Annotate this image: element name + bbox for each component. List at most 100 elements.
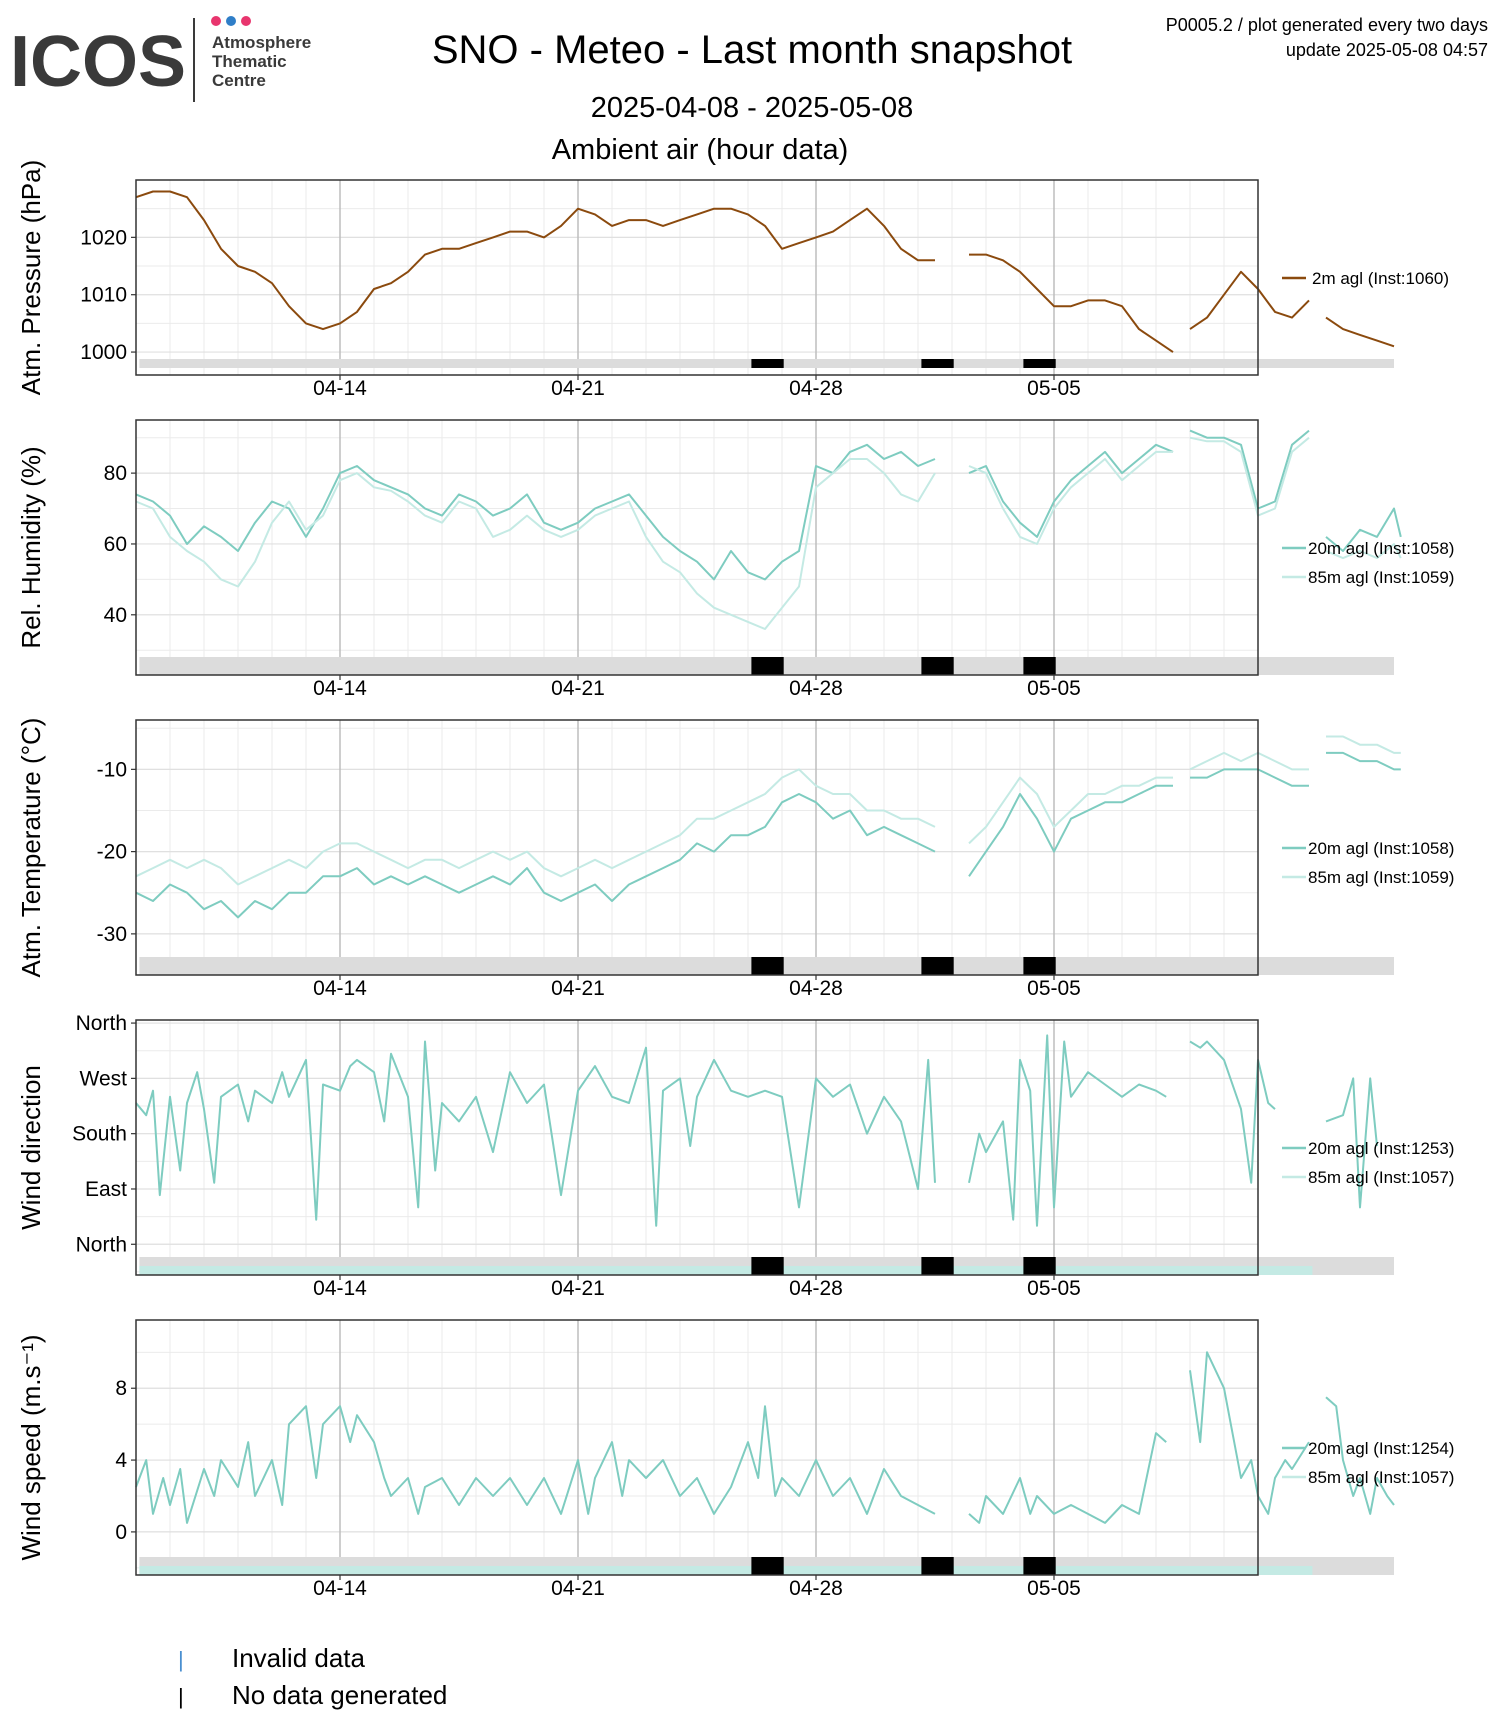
footer-legend: | Invalid data | No data generated bbox=[178, 1643, 447, 1710]
series-line-0 bbox=[135, 190, 1395, 353]
y-tick-label: South bbox=[72, 1123, 127, 1146]
logo-dot-red bbox=[241, 16, 251, 26]
no-data-bar bbox=[1023, 359, 1056, 368]
plot-frame bbox=[135, 419, 1259, 676]
invalid-data-symbol: | bbox=[178, 1647, 184, 1672]
y-tick-label: 1000 bbox=[80, 341, 127, 364]
legend-label-1: 85m agl (Inst:1059) bbox=[1308, 568, 1454, 587]
no-data-bar bbox=[751, 1557, 784, 1575]
logo-dot-blue bbox=[226, 16, 236, 26]
chart-panel-1: 40 60 80 04-14 04-21 04-28 05-05 Rel. Humidity … bbox=[16, 419, 1454, 700]
legend-label-0: 2m agl (Inst:1060) bbox=[1312, 269, 1449, 288]
y-axis-title: Atm. Temperature (°C) bbox=[16, 718, 46, 978]
product-note: P0005.2 / plot generated every two days bbox=[1166, 15, 1488, 35]
no-data-bar bbox=[921, 359, 954, 368]
series-line-0 bbox=[135, 429, 1402, 581]
x-tick-label: 04-14 bbox=[313, 377, 367, 400]
x-tick-label: 04-21 bbox=[551, 1277, 605, 1300]
x-tick-label: 04-28 bbox=[789, 1277, 843, 1300]
legend-label-1: 85m agl (Inst:1059) bbox=[1308, 868, 1454, 887]
y-tick-label: 40 bbox=[104, 604, 127, 627]
x-tick-label: 04-14 bbox=[313, 1577, 367, 1600]
y-tick-label: North bbox=[76, 1233, 127, 1256]
series-line-0 bbox=[135, 751, 1401, 919]
page-title: SNO - Meteo - Last month snapshot bbox=[432, 28, 1072, 72]
x-tick-label: 04-21 bbox=[551, 977, 605, 1000]
no-data-symbol: | bbox=[178, 1684, 184, 1709]
y-tick-label: 4 bbox=[115, 1449, 127, 1472]
logo-sub-1: Atmosphere bbox=[212, 33, 311, 52]
x-tick-label: 05-05 bbox=[1027, 377, 1081, 400]
y-tick-label: East bbox=[85, 1178, 127, 1201]
date-range: 2025-04-08 - 2025-05-08 bbox=[591, 92, 913, 124]
no-data-bar bbox=[751, 957, 784, 975]
x-tick-label: 04-14 bbox=[313, 677, 367, 700]
y-tick-label: North bbox=[76, 1012, 127, 1035]
no-data-label: No data generated bbox=[232, 1680, 447, 1710]
plot-background bbox=[136, 720, 1258, 975]
chart-panel-4: 0 4 8 04-14 04-21 04-28 05-05 Wind speed (m.s⁻¹… bbox=[16, 1319, 1454, 1600]
x-tick-label: 04-28 bbox=[789, 1577, 843, 1600]
no-data-bar bbox=[751, 359, 784, 368]
y-tick-label: West bbox=[80, 1067, 128, 1090]
logo-sub-2: Thematic bbox=[212, 52, 287, 71]
availability-strip-85m bbox=[139, 1566, 1313, 1575]
plot-background bbox=[136, 1020, 1258, 1275]
legend-label-0: 20m agl (Inst:1058) bbox=[1308, 839, 1454, 858]
chart-panel-0: 1000 1010 1020 04-14 04-21 04-28 05-05 Atm. Pre… bbox=[16, 160, 1449, 400]
chart-panel-3: North East South West North 04-14 04-21 04-28 05… bbox=[16, 1012, 1454, 1300]
x-tick-label: 05-05 bbox=[1027, 1577, 1081, 1600]
plot-frame bbox=[135, 1019, 1259, 1276]
x-tick-label: 04-28 bbox=[789, 977, 843, 1000]
y-axis-title: Rel. Humidity (%) bbox=[16, 446, 46, 648]
logo-dot-pink bbox=[211, 16, 221, 26]
x-tick-label: 05-05 bbox=[1027, 977, 1081, 1000]
series-line-0 bbox=[135, 1034, 1378, 1227]
legend-label-0: 20m agl (Inst:1254) bbox=[1308, 1439, 1454, 1458]
y-tick-label: 1020 bbox=[80, 226, 127, 249]
update-note: update 2025-05-08 04:57 bbox=[1286, 40, 1488, 60]
y-tick-label: 1010 bbox=[80, 284, 127, 307]
section-title: Ambient air (hour data) bbox=[552, 134, 849, 166]
no-data-bar bbox=[1023, 1557, 1056, 1575]
legend-label-0: 20m agl (Inst:1253) bbox=[1308, 1139, 1454, 1158]
no-data-bar bbox=[751, 1257, 784, 1275]
x-tick-label: 04-21 bbox=[551, 377, 605, 400]
y-tick-label: 8 bbox=[115, 1377, 127, 1400]
plot-frame bbox=[135, 719, 1259, 976]
x-tick-label: 04-14 bbox=[313, 1277, 367, 1300]
x-tick-label: 05-05 bbox=[1027, 677, 1081, 700]
series-line-0 bbox=[135, 1351, 1395, 1524]
no-data-bar bbox=[751, 657, 784, 675]
no-data-bar bbox=[1023, 957, 1056, 975]
y-tick-label: -30 bbox=[97, 923, 127, 946]
legend-label-1: 85m agl (Inst:1057) bbox=[1308, 1168, 1454, 1187]
x-tick-label: 05-05 bbox=[1027, 1277, 1081, 1300]
x-tick-label: 04-28 bbox=[789, 377, 843, 400]
y-tick-label: -10 bbox=[97, 758, 127, 781]
no-data-bar bbox=[921, 1557, 954, 1575]
y-tick-label: 60 bbox=[104, 533, 127, 556]
chart-panels: 1000 1010 1020 04-14 04-21 04-28 05-05 Atm. Pre… bbox=[16, 160, 1454, 1600]
plot-background bbox=[136, 1320, 1258, 1575]
logo-sub-3: Centre bbox=[212, 71, 266, 90]
x-tick-label: 04-14 bbox=[313, 977, 367, 1000]
no-data-bar bbox=[1023, 1257, 1056, 1275]
legend-label-1: 85m agl (Inst:1057) bbox=[1308, 1468, 1454, 1487]
no-data-bar bbox=[921, 957, 954, 975]
no-data-bar bbox=[921, 1257, 954, 1275]
plot-background bbox=[136, 180, 1258, 375]
no-data-bar bbox=[921, 657, 954, 675]
y-axis-title: Atm. Pressure (hPa) bbox=[16, 160, 46, 396]
y-axis-title: Wind direction bbox=[16, 1065, 46, 1230]
series-line-1 bbox=[135, 436, 1402, 630]
logo-text: ICOS bbox=[10, 22, 186, 102]
x-tick-label: 04-21 bbox=[551, 1577, 605, 1600]
icos-logo: ICOS Atmosphere Thematic Centre bbox=[10, 16, 311, 102]
x-tick-label: 04-28 bbox=[789, 677, 843, 700]
chart-panel-2: -30 -20 -10 04-14 04-21 04-28 05-05 Atm. Temper… bbox=[16, 718, 1454, 1000]
y-tick-label: 0 bbox=[115, 1521, 127, 1544]
y-tick-label: 80 bbox=[104, 462, 127, 485]
plot-frame bbox=[135, 179, 1259, 376]
